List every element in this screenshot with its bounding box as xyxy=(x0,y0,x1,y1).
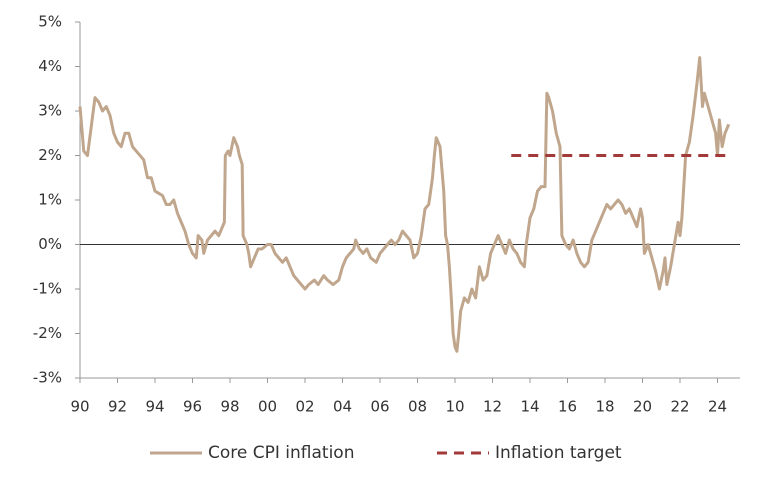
x-tick-label: 22 xyxy=(670,398,689,416)
x-tick-label: 18 xyxy=(595,398,614,416)
y-tick-label: 4% xyxy=(38,57,62,75)
x-tick-label: 08 xyxy=(408,398,427,416)
x-tick-label: 06 xyxy=(370,398,389,416)
x-tick-label: 98 xyxy=(220,398,239,416)
x-tick-label: 14 xyxy=(520,398,539,416)
x-tick-label: 02 xyxy=(295,398,314,416)
x-tick-label: 90 xyxy=(70,398,89,416)
x-tick-label: 10 xyxy=(445,398,464,416)
y-tick-label: -2% xyxy=(33,324,62,342)
x-tick-label: 04 xyxy=(333,398,352,416)
y-tick-label: -1% xyxy=(33,280,62,298)
y-tick-label: 3% xyxy=(38,102,62,120)
x-tick-label: 00 xyxy=(258,398,277,416)
x-tick-label: 92 xyxy=(108,398,127,416)
x-tick-label: 12 xyxy=(483,398,502,416)
y-tick-label: 1% xyxy=(38,191,62,209)
x-tick-label: 96 xyxy=(183,398,202,416)
y-tick-label: 2% xyxy=(38,146,62,164)
legend: Core CPI inflation Inflation target xyxy=(150,443,622,463)
y-tick-label: 0% xyxy=(38,235,62,253)
y-tick-label: 5% xyxy=(38,13,62,31)
series-line xyxy=(78,56,731,353)
x-tick-label: 24 xyxy=(708,398,727,416)
x-tick-label: 16 xyxy=(558,398,577,416)
x-tick-label: 20 xyxy=(633,398,652,416)
y-tick-label: -3% xyxy=(33,369,62,387)
legend-label: Core CPI inflation xyxy=(208,443,354,463)
legend-label: Inflation target xyxy=(495,443,622,463)
x-tick-label: 94 xyxy=(145,398,164,416)
